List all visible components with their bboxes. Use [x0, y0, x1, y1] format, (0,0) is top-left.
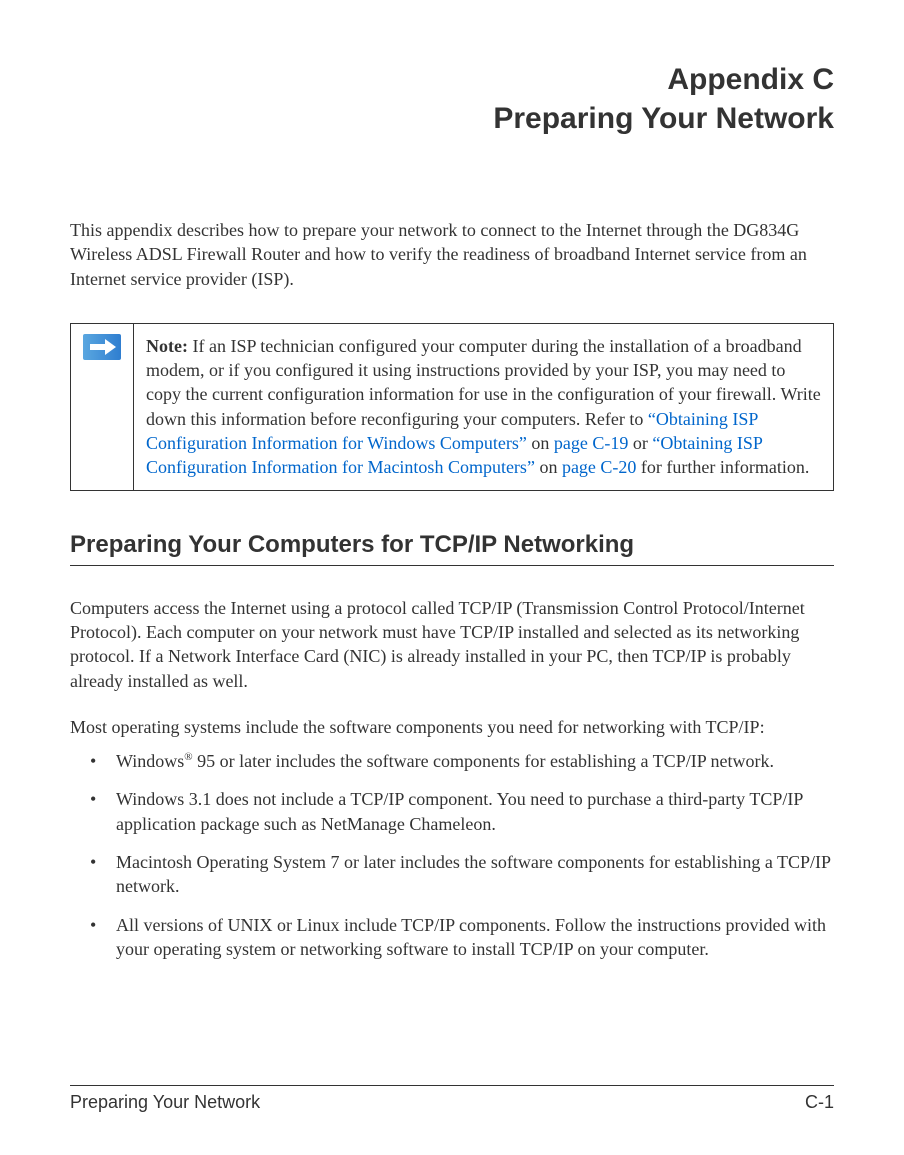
paragraph-2: Most operating systems include the softw… — [70, 715, 834, 739]
link-page-c19[interactable]: page C-19 — [554, 433, 628, 453]
quote-close-2: ” — [527, 457, 535, 477]
list-item: Windows 3.1 does not include a TCP/IP co… — [70, 787, 834, 836]
note-mid1: on — [527, 433, 554, 453]
title-line-2: Preparing Your Network — [70, 99, 834, 138]
registered-icon: ® — [184, 751, 192, 763]
note-label: Note: — [146, 336, 188, 356]
bullet-list: Windows® 95 or later includes the softwa… — [70, 749, 834, 961]
list-item: Macintosh Operating System 7 or later in… — [70, 850, 834, 899]
quote-open: “ — [648, 409, 656, 429]
note-icon-cell — [71, 323, 134, 490]
paragraph-1: Computers access the Internet using a pr… — [70, 596, 834, 693]
title-line-1: Appendix C — [70, 60, 834, 99]
intro-paragraph: This appendix describes how to prepare y… — [70, 218, 834, 291]
footer-left: Preparing Your Network — [70, 1092, 260, 1113]
note-text: Note: If an ISP technician configured yo… — [134, 323, 834, 490]
page-footer: Preparing Your Network C-1 — [70, 1085, 834, 1113]
page: Appendix C Preparing Your Network This a… — [0, 0, 904, 1155]
quote-close: ” — [519, 433, 527, 453]
note-mid2: or — [628, 433, 652, 453]
link-page-c20[interactable]: page C-20 — [562, 457, 636, 477]
bullet-1-pre: Windows — [116, 751, 184, 771]
bullet-1-post: 95 or later includes the software compon… — [193, 751, 774, 771]
appendix-title: Appendix C Preparing Your Network — [70, 60, 834, 138]
footer-right: C-1 — [805, 1092, 834, 1113]
list-item: Windows® 95 or later includes the softwa… — [70, 749, 834, 773]
arrow-right-icon — [83, 334, 121, 360]
list-item: All versions of UNIX or Linux include TC… — [70, 913, 834, 962]
note-box: Note: If an ISP technician configured yo… — [70, 323, 834, 491]
section-heading: Preparing Your Computers for TCP/IP Netw… — [70, 531, 834, 566]
note-after: for further information. — [636, 457, 809, 477]
note-mid3: on — [535, 457, 562, 477]
